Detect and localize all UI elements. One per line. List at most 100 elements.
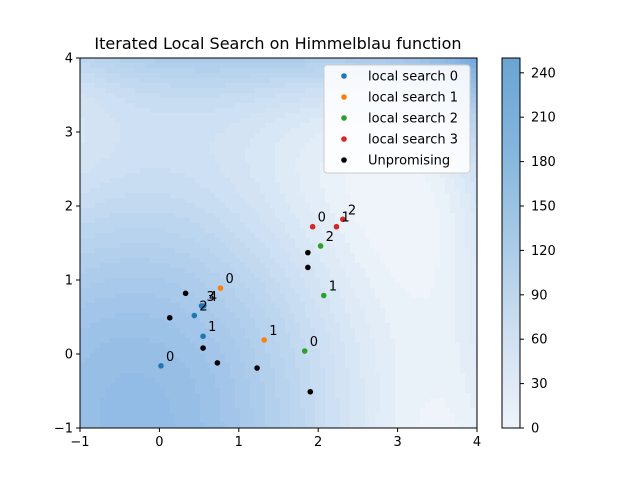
contour-cell xyxy=(370,393,376,399)
contour-cell xyxy=(390,228,396,234)
contour-cell xyxy=(260,288,266,294)
contour-cell xyxy=(245,188,251,194)
contour-cell xyxy=(220,318,226,324)
contour-cell xyxy=(150,248,156,254)
contour-cell xyxy=(225,278,231,284)
contour-cell xyxy=(140,268,146,274)
contour-cell xyxy=(240,248,246,254)
contour-cell xyxy=(315,168,321,174)
contour-cell xyxy=(95,178,101,184)
contour-cell xyxy=(350,203,356,209)
contour-cell xyxy=(285,388,291,394)
contour-cell xyxy=(380,343,386,349)
contour-cell xyxy=(125,338,131,344)
contour-cell xyxy=(265,343,271,349)
contour-cell xyxy=(190,68,196,74)
contour-cell xyxy=(130,163,136,169)
contour-cell xyxy=(165,253,171,259)
contour-cell xyxy=(285,368,291,374)
contour-cell xyxy=(185,298,191,304)
contour-cell xyxy=(280,133,286,139)
contour-cell xyxy=(355,313,361,319)
contour-cell xyxy=(190,58,196,64)
contour-cell xyxy=(265,338,271,344)
contour-cell xyxy=(270,258,276,264)
contour-cell xyxy=(140,158,146,164)
contour-cell xyxy=(180,133,186,139)
contour-cell xyxy=(270,223,276,229)
contour-cell xyxy=(355,363,361,369)
contour-cell xyxy=(310,418,316,424)
contour-cell xyxy=(240,198,246,204)
contour-cell xyxy=(255,318,261,324)
contour-cell xyxy=(205,193,211,199)
contour-cell xyxy=(205,408,211,414)
contour-cell xyxy=(280,263,286,269)
contour-cell xyxy=(215,73,221,79)
contour-cell xyxy=(145,348,151,354)
contour-cell xyxy=(345,213,351,219)
contour-cell xyxy=(295,273,301,279)
contour-cell xyxy=(200,153,206,159)
contour-cell xyxy=(215,223,221,229)
contour-cell xyxy=(235,98,241,104)
contour-cell xyxy=(155,418,161,424)
contour-cell xyxy=(340,278,346,284)
contour-cell xyxy=(250,83,256,89)
contour-cell xyxy=(395,383,401,389)
contour-cell xyxy=(215,278,221,284)
contour-cell xyxy=(185,343,191,349)
contour-cell xyxy=(240,353,246,359)
contour-cell xyxy=(240,393,246,399)
contour-cell xyxy=(385,413,391,419)
contour-cell xyxy=(250,258,256,264)
contour-cell xyxy=(160,418,166,424)
contour-cell xyxy=(110,388,116,394)
contour-cell xyxy=(330,393,336,399)
contour-cell xyxy=(100,298,106,304)
contour-cell xyxy=(310,238,316,244)
contour-cell xyxy=(265,288,271,294)
contour-cell xyxy=(150,338,156,344)
contour-cell xyxy=(135,173,141,179)
contour-cell xyxy=(215,323,221,329)
contour-cell xyxy=(190,363,196,369)
contour-cell xyxy=(405,188,411,194)
contour-cell xyxy=(345,323,351,329)
contour-cell xyxy=(90,393,96,399)
contour-cell xyxy=(280,353,286,359)
contour-cell xyxy=(225,68,231,74)
contour-cell xyxy=(375,183,381,189)
contour-cell xyxy=(80,243,86,249)
contour-cell xyxy=(195,328,201,334)
contour-cell xyxy=(340,403,346,409)
contour-cell xyxy=(90,343,96,349)
contour-cell xyxy=(95,313,101,319)
contour-cell xyxy=(340,418,346,424)
contour-cell xyxy=(275,378,281,384)
contour-cell xyxy=(375,408,381,414)
contour-cell xyxy=(220,178,226,184)
contour-cell xyxy=(255,178,261,184)
contour-cell xyxy=(260,63,266,69)
contour-cell xyxy=(260,348,266,354)
contour-cell xyxy=(275,288,281,294)
contour-cell xyxy=(335,418,341,424)
contour-cell xyxy=(200,423,206,428)
contour-cell xyxy=(225,118,231,124)
contour-cell xyxy=(310,243,316,249)
contour-cell xyxy=(115,228,121,234)
contour-cell xyxy=(250,393,256,399)
contour-cell xyxy=(125,258,131,264)
contour-cell xyxy=(360,183,366,189)
contour-cell xyxy=(255,228,261,234)
contour-cell xyxy=(150,403,156,409)
contour-cell xyxy=(305,78,311,84)
contour-cell xyxy=(350,238,356,244)
contour-cell xyxy=(405,223,411,229)
contour-cell xyxy=(230,288,236,294)
contour-cell xyxy=(395,303,401,309)
contour-cell xyxy=(370,233,376,239)
contour-cell xyxy=(245,73,251,79)
contour-cell xyxy=(175,403,181,409)
